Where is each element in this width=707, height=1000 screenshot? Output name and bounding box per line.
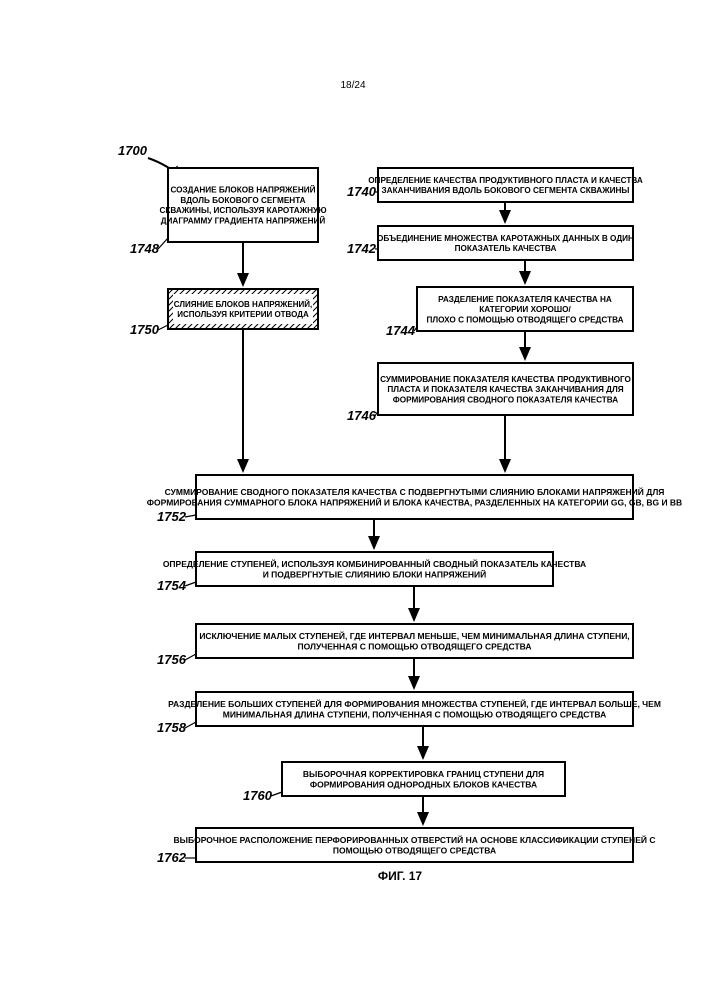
ref-1746: 1746 (347, 408, 377, 423)
ref-1756-pointer (185, 654, 196, 660)
ref-1752-pointer (185, 515, 196, 517)
ref-1754-pointer (185, 582, 196, 586)
box-1744-line-0: РАЗДЕЛЕНИЕ ПОКАЗАТЕЛЯ КАЧЕСТВА НА (438, 295, 612, 304)
figure-label: ФИГ. 17 (378, 869, 423, 883)
box-1746-line-1: ПЛАСТА И ПОКАЗАТЕЛЯ КАЧЕСТВА ЗАКАНЧИВАНИ… (387, 385, 623, 394)
box-1748-line-1: ВДОЛЬ БОКОВОГО СЕГМЕНТА (180, 196, 305, 205)
box-1748-line-0: СОЗДАНИЕ БЛОКОВ НАПРЯЖЕНИЙ (170, 184, 315, 195)
box-1760-line-0: ВЫБОРОЧНАЯ КОРРЕКТИРОВКА ГРАНИЦ СТУПЕНИ … (303, 769, 544, 779)
ref-1760-pointer (271, 792, 282, 796)
ref-1750: 1750 (130, 322, 160, 337)
box-1748-rect (168, 168, 318, 242)
ref-1752: 1752 (157, 509, 187, 524)
box-1748: СОЗДАНИЕ БЛОКОВ НАПРЯЖЕНИЙВДОЛЬ БОКОВОГО… (130, 168, 327, 256)
box-1746: СУММИРОВАНИЕ ПОКАЗАТЕЛЯ КАЧЕСТВА ПРОДУКТ… (347, 363, 633, 423)
box-1760: ВЫБОРОЧНАЯ КОРРЕКТИРОВКА ГРАНИЦ СТУПЕНИ … (243, 762, 565, 803)
ref-1748: 1748 (130, 241, 160, 256)
box-1754-line-1: И ПОДВЕРГНУТЫЕ СЛИЯНИЮ БЛОКИ НАПРЯЖЕНИЙ (263, 569, 487, 580)
ref-1744: 1744 (386, 323, 416, 338)
box-1742: ОБЪЕДИНЕНИЕ МНОЖЕСТВА КАРОТАЖНЫХ ДАННЫХ … (347, 226, 634, 260)
box-1740-line-0: ОПРЕДЕЛЕНИЕ КАЧЕСТВА ПРОДУКТИВНОГО ПЛАСТ… (368, 176, 643, 185)
box-1750: СЛИЯНИЕ БЛОКОВ НАПРЯЖЕНИЙ,ИСПОЛЬЗУЯ КРИТ… (130, 289, 318, 337)
box-1740: ОПРЕДЕЛЕНИЕ КАЧЕСТВА ПРОДУКТИВНОГО ПЛАСТ… (347, 168, 643, 202)
box-1742-line-1: ПОКАЗАТЕЛЬ КАЧЕСТВА (455, 244, 557, 253)
box-1756-line-0: ИСКЛЮЧЕНИЕ МАЛЫХ СТУПЕНЕЙ, ГДЕ ИНТЕРВАЛ … (199, 630, 629, 641)
box-1760-line-1: ФОРМИРОВАНИЯ ОДНОРОДНЫХ БЛОКОВ КАЧЕСТВА (310, 780, 537, 790)
box-1756-line-1: ПОЛУЧЕННАЯ С ПОМОЩЬЮ ОТВОДЯЩЕГО СРЕДСТВА (297, 642, 531, 652)
box-1746-line-2: ФОРМИРОВАНИЯ СВОДНОГО ПОКАЗАТЕЛЯ КАЧЕСТВ… (393, 395, 619, 404)
box-1762: ВЫБОРОЧНОЕ РАСПОЛОЖЕНИЕ ПЕРФОРИРОВАННЫХ … (157, 828, 655, 865)
ref-1750-pointer (158, 325, 168, 330)
box-1758: РАЗДЕЛЕНИЕ БОЛЬШИХ СТУПЕНЕЙ ДЛЯ ФОРМИРОВ… (157, 692, 661, 735)
box-1762-line-0: ВЫБОРОЧНОЕ РАСПОЛОЖЕНИЕ ПЕРФОРИРОВАННЫХ … (174, 834, 656, 845)
ref-1756: 1756 (157, 652, 187, 667)
ref-1760: 1760 (243, 788, 273, 803)
flowchart-figure: 18/24 1700 СОЗДАНИЕ БЛОКОВ НАПРЯЖЕНИЙВДО… (0, 0, 707, 1000)
box-1750-line-0: СЛИЯНИЕ БЛОКОВ НАПРЯЖЕНИЙ, (174, 300, 312, 309)
ref-1754: 1754 (157, 578, 187, 593)
box-1758-line-0: РАЗДЕЛЕНИЕ БОЛЬШИХ СТУПЕНЕЙ ДЛЯ ФОРМИРОВ… (168, 698, 661, 709)
box-1762-line-1: ПОМОЩЬЮ ОТВОДЯЩЕГО СРЕДСТВА (333, 846, 496, 856)
boxes-layer: СОЗДАНИЕ БЛОКОВ НАПРЯЖЕНИЙВДОЛЬ БОКОВОГО… (130, 168, 682, 865)
box-1756: ИСКЛЮЧЕНИЕ МАЛЫХ СТУПЕНЕЙ, ГДЕ ИНТЕРВАЛ … (157, 624, 633, 667)
box-1754-line-0: ОПРЕДЕЛЕНИЕ СТУПЕНЕЙ, ИСПОЛЬЗУЯ КОМБИНИР… (163, 558, 586, 569)
box-1748-line-2: СКВАЖИНЫ, ИСПОЛЬЗУЯ КАРОТАЖНУЮ (159, 206, 327, 215)
box-1744-line-2: ПЛОХО С ПОМОЩЬЮ ОТВОДЯЩЕГО СРЕДСТВА (427, 315, 624, 324)
ref-1758-pointer (185, 722, 196, 728)
box-1758-line-1: МИНИМАЛЬНАЯ ДЛИНА СТУПЕНИ, ПОЛУЧЕННАЯ С … (223, 710, 607, 720)
box-1746-line-0: СУММИРОВАНИЕ ПОКАЗАТЕЛЯ КАЧЕСТВА ПРОДУКТ… (380, 375, 631, 384)
ref-1762: 1762 (157, 850, 187, 865)
box-1742-rect (378, 226, 633, 260)
box-1752-line-1: ФОРМИРОВАНИЯ СУММАРНОГО БЛОКА НАПРЯЖЕНИЙ… (147, 497, 682, 508)
box-1742-line-0: ОБЪЕДИНЕНИЕ МНОЖЕСТВА КАРОТАЖНЫХ ДАННЫХ … (377, 234, 634, 243)
ref-1742: 1742 (347, 241, 377, 256)
box-1752-line-0: СУММИРОВАНИЕ СВОДНОГО ПОКАЗАТЕЛЯ КАЧЕСТВ… (165, 486, 665, 497)
ref-1748-pointer (158, 238, 168, 249)
ref-1700: 1700 (118, 143, 148, 158)
box-1752: СУММИРОВАНИЕ СВОДНОГО ПОКАЗАТЕЛЯ КАЧЕСТВ… (147, 475, 682, 524)
ref-1758: 1758 (157, 720, 187, 735)
ref-1740: 1740 (347, 184, 377, 199)
box-1754: ОПРЕДЕЛЕНИЕ СТУПЕНЕЙ, ИСПОЛЬЗУЯ КОМБИНИР… (157, 552, 586, 593)
box-1750-line-1: ИСПОЛЬЗУЯ КРИТЕРИИ ОТВОДА (177, 310, 309, 319)
box-1748-line-3: ДИАГРАММУ ГРАДИЕНТА НАПРЯЖЕНИЙ (161, 214, 326, 225)
page-number: 18/24 (340, 80, 365, 91)
box-1744-line-1: КАТЕГОРИИ ХОРОШО/ (479, 305, 571, 314)
box-1740-line-1: ЗАКАНЧИВАНИЯ ВДОЛЬ БОКОВОГО СЕГМЕНТА СКВ… (382, 186, 630, 195)
box-1740-rect (378, 168, 633, 202)
box-1744: РАЗДЕЛЕНИЕ ПОКАЗАТЕЛЯ КАЧЕСТВА НАКАТЕГОР… (386, 287, 633, 338)
